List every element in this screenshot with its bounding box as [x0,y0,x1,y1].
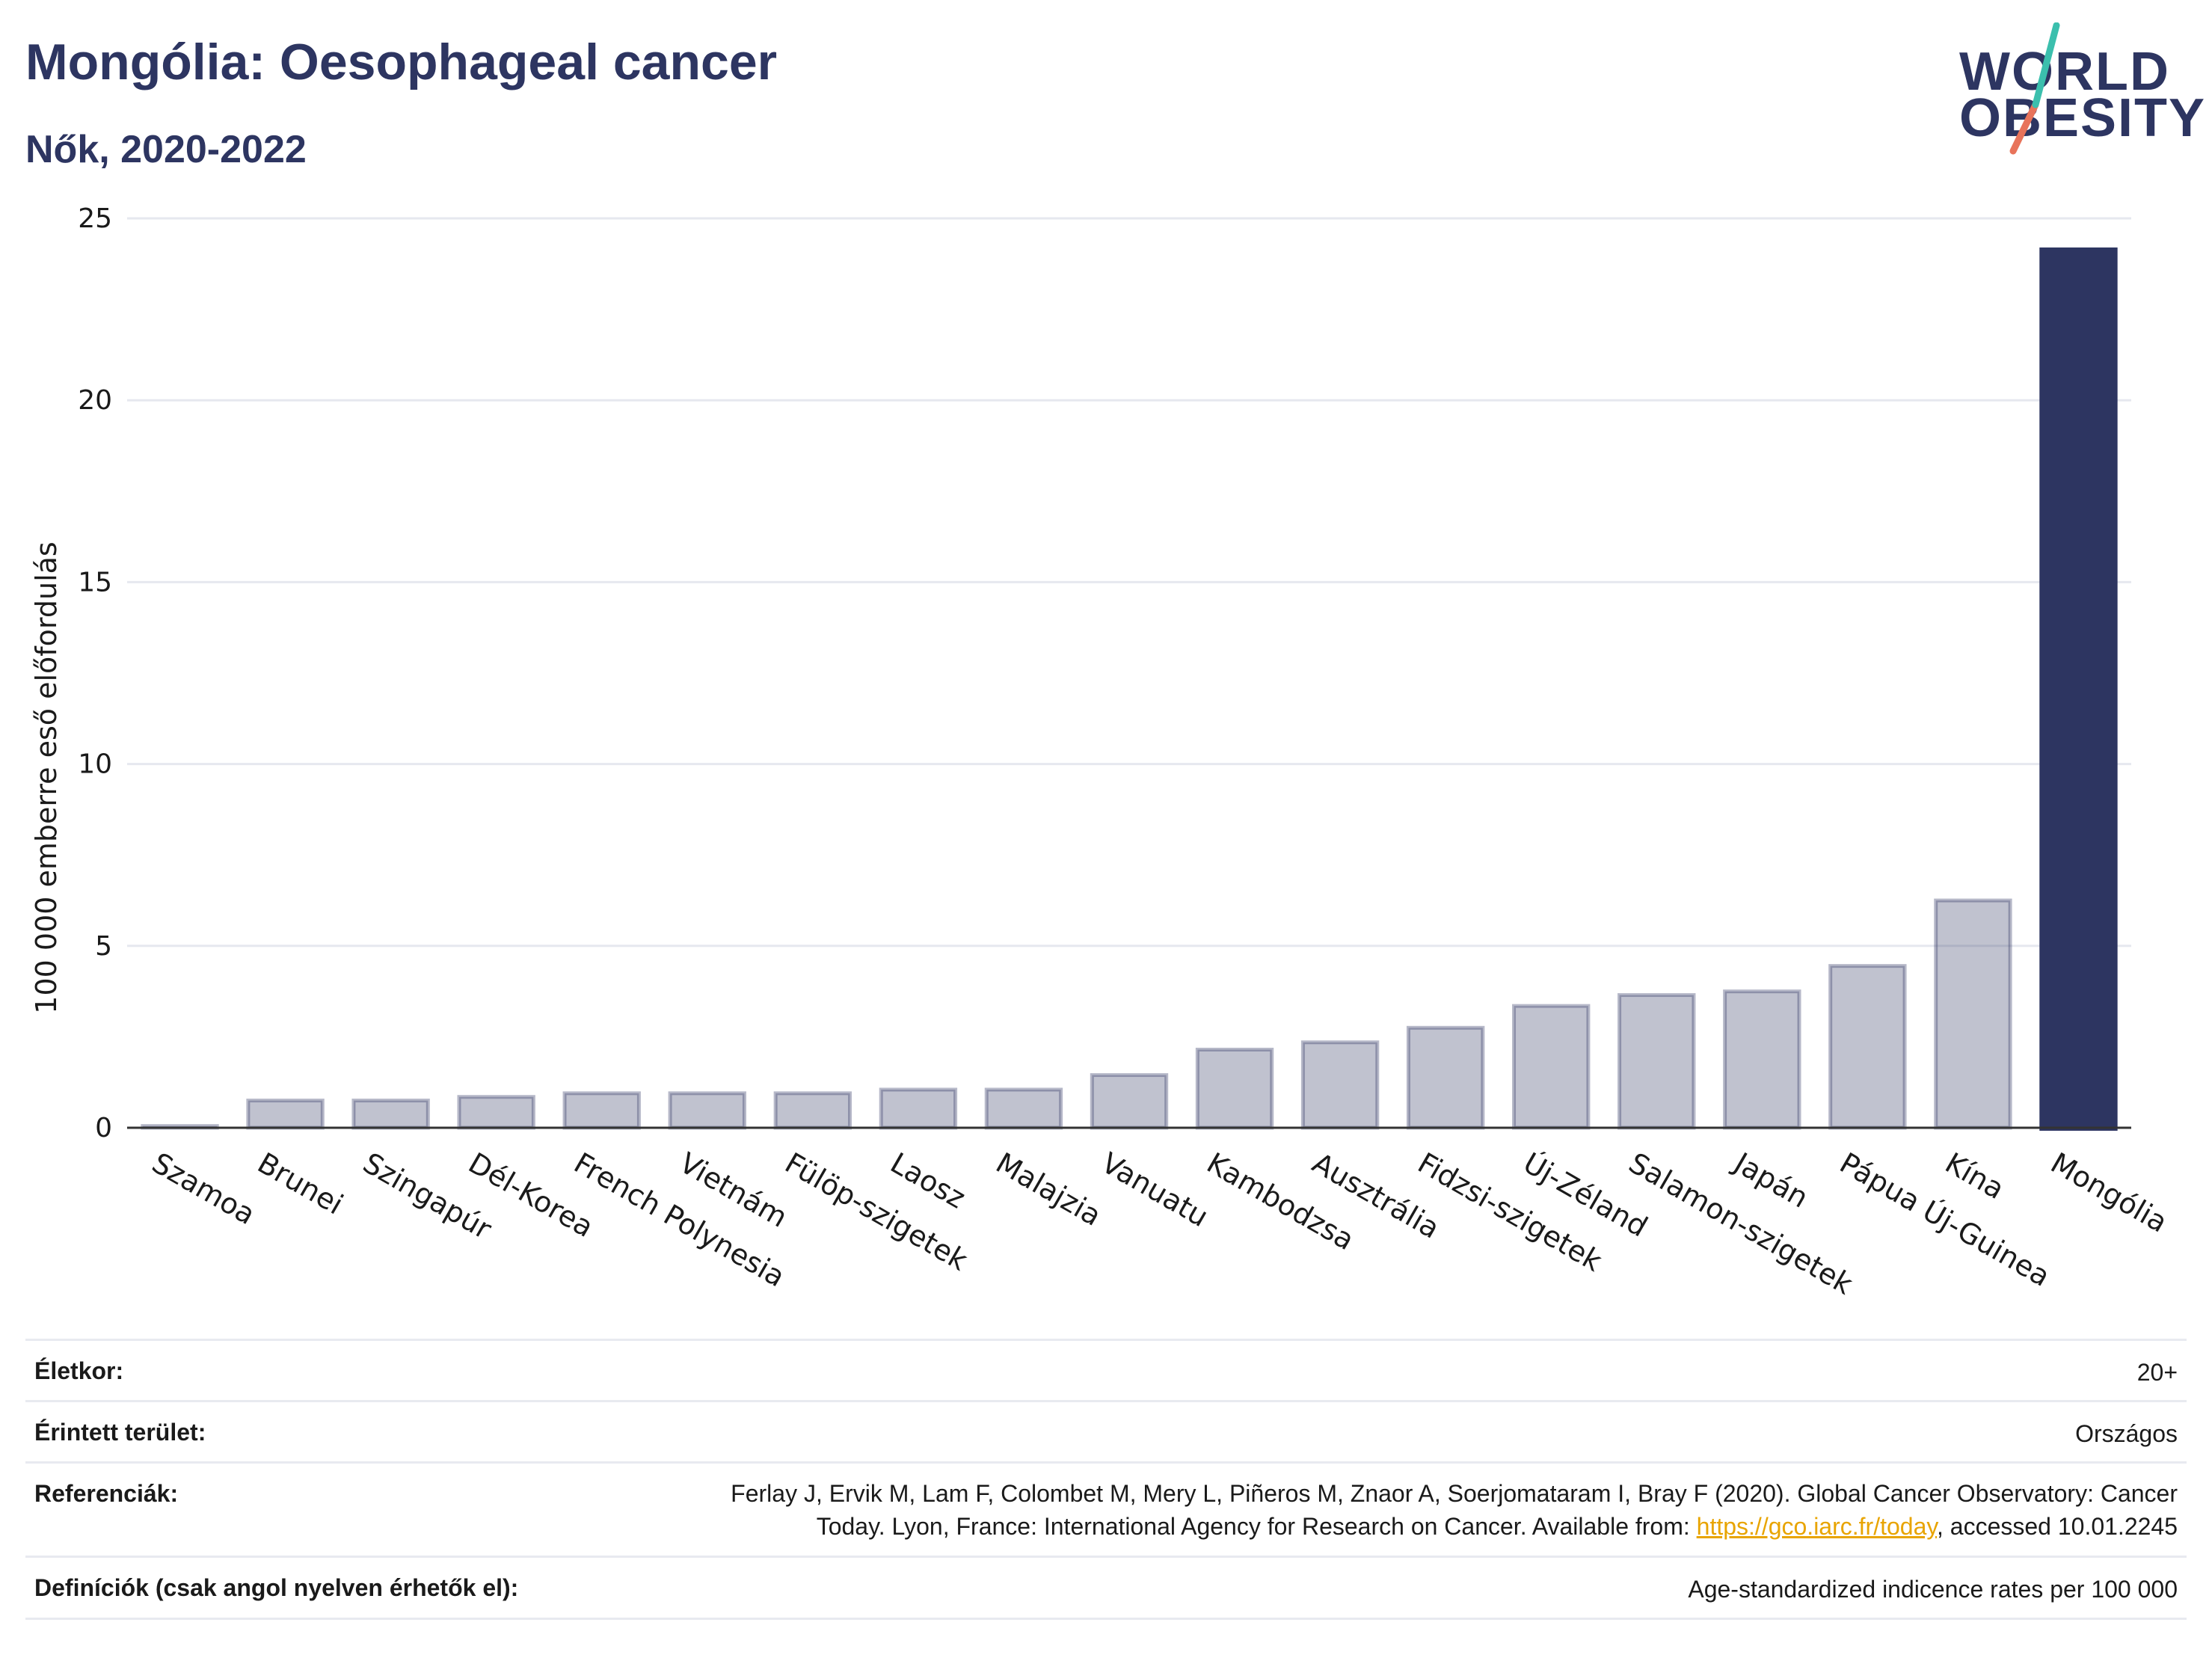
bar [351,1099,430,1130]
meta-row-defs: Definíciók (csak angol nyelven érhetők e… [25,1556,2187,1620]
bar [1828,964,1907,1130]
refs-line-2: Today. Lyon, France: International Agenc… [731,1510,2178,1543]
bar [562,1091,641,1130]
bar [1300,1040,1380,1130]
x-tick-label: Mongólia [2045,1146,2173,1239]
area-value: Országos [2075,1420,2178,1447]
defs-label: Definíciók (csak angol nyelven érhetők e… [34,1574,519,1601]
y-tick-label: 15 [78,567,112,598]
bar [1406,1025,1485,1130]
age-value: 20+ [2136,1359,2178,1386]
meta-row-age: Életkor: 20+ [25,1339,2187,1401]
logo-line-2: OBESITY [1959,88,2207,148]
refs-line-1: Ferlay J, Ervik M, Lam F, Colombet M, Me… [731,1480,2178,1507]
bar [457,1095,535,1130]
y-tick-label: 10 [78,749,112,780]
y-tick-label: 5 [95,931,112,962]
y-tick-label: 20 [78,385,112,416]
x-tick-label: Fidzsi-szigetek [1413,1146,1608,1278]
bar [1195,1047,1274,1130]
world-obesity-logo: WORLD OBESITY [1944,22,2205,157]
x-tick-label: Brunei [252,1146,348,1221]
y-axis-label: 100 000 emberre eső előfordulás [30,541,63,1013]
x-tick-label: Vanuatu [1096,1146,1214,1233]
logo-line-1: WORLD [1959,42,2170,102]
bar [668,1091,746,1130]
bar [1090,1073,1169,1130]
bar [1512,1004,1591,1130]
x-tick-label: Malajzia [990,1146,1107,1232]
meta-row-area: Érintett terület: Országos [25,1400,2187,1462]
area-label: Érintett terület: [34,1419,206,1446]
refs-label: Referenciák: [34,1480,179,1507]
y-tick-label: 25 [78,203,112,234]
bar [2039,247,2118,1131]
bar [1617,993,1696,1130]
bar [1723,989,1801,1130]
refs-link[interactable]: https://gco.iarc.fr/today [1696,1513,1937,1540]
x-tick-label: Szamoa [147,1146,261,1232]
bar [984,1087,1063,1130]
bar [773,1091,852,1130]
y-tick-label: 0 [95,1113,112,1143]
x-tick-label: Fülöp-szigetek [779,1146,973,1277]
page-subtitle: Nők, 2020-2022 [25,128,307,171]
x-tick-label: Kína [1940,1146,2010,1206]
page-title: Mongólia: Oesophageal cancer [25,34,778,90]
age-label: Életkor: [34,1357,124,1384]
refs-line-2-post: , accessed 10.01.2245 [1936,1513,2178,1540]
bar-chart: 0 5 10 15 20 25 100 000 emberre eső előfordulá… [30,203,2173,1301]
defs-value: Age-standardized indicence rates per 100… [1688,1576,2178,1603]
bar [879,1087,958,1130]
bar [1934,898,2012,1130]
logo-slash-icon [2009,22,2060,155]
meta-row-refs: Referenciák: Ferlay J, Ervik M, Lam F, C… [25,1461,2187,1556]
bar [246,1099,325,1130]
refs-line-2-pre: Today. Lyon, France: International Agenc… [816,1513,1697,1540]
refs-value: Ferlay J, Ervik M, Lam F, Colombet M, Me… [731,1477,2178,1543]
